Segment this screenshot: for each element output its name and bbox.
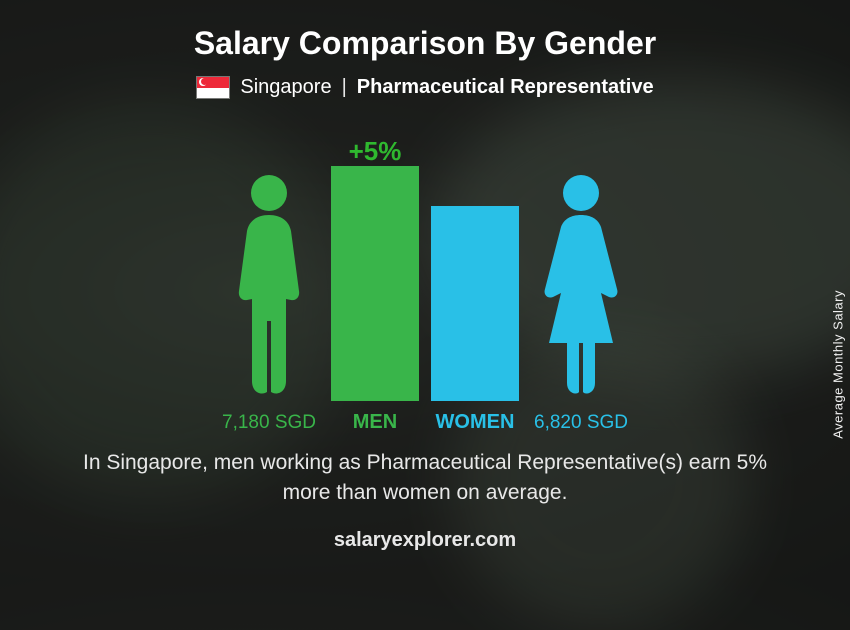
page-title: Salary Comparison By Gender (30, 25, 820, 62)
men-bar: +5% (331, 166, 419, 401)
footer-source: salaryexplorer.com (30, 529, 820, 552)
comparison-chart: +5% (30, 109, 820, 401)
country-label: Singapore (240, 76, 331, 99)
y-axis-label: Average Monthly Salary (831, 290, 846, 439)
male-figure-icon (219, 171, 319, 401)
subtitle-divider: | (342, 76, 347, 99)
description-text: In Singapore, men working as Pharmaceuti… (30, 448, 820, 507)
women-bar (431, 206, 519, 401)
subtitle-row: Singapore | Pharmaceutical Representativ… (30, 76, 820, 99)
women-label: WOMEN (431, 411, 519, 434)
chart-labels-row: 7,180 SGD MEN WOMEN 6,820 SGD (30, 411, 820, 434)
men-label: MEN (331, 411, 419, 434)
female-figure-icon (531, 171, 631, 401)
women-salary-value: 6,820 SGD (531, 412, 631, 434)
singapore-flag-icon (196, 76, 230, 99)
men-salary-value: 7,180 SGD (219, 412, 319, 434)
pct-diff-label: +5% (349, 136, 402, 167)
job-title-label: Pharmaceutical Representative (357, 76, 654, 99)
